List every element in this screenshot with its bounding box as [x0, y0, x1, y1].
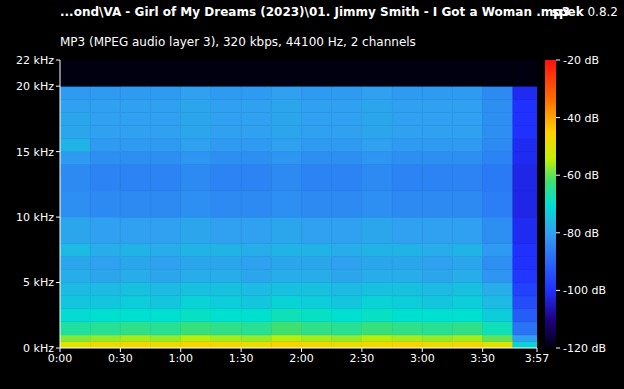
svg-text:22 kHz: 22 kHz: [16, 54, 54, 67]
svg-text:0 kHz: 0 kHz: [23, 342, 54, 355]
svg-text:0:30: 0:30: [108, 352, 133, 365]
svg-text:-60 dB: -60 dB: [563, 169, 599, 182]
svg-text:3:00: 3:00: [410, 352, 435, 365]
svg-text:2:00: 2:00: [289, 352, 314, 365]
svg-text:-100 dB: -100 dB: [563, 284, 606, 297]
svg-text:15 kHz: 15 kHz: [16, 146, 54, 159]
svg-text:1:30: 1:30: [229, 352, 254, 365]
svg-text:20 kHz: 20 kHz: [16, 80, 54, 93]
html-text:spek 0.8.2: spek 0.8.2: [551, 5, 618, 19]
svg-text:-40 dB: -40 dB: [563, 112, 599, 125]
svg-text:-80 dB: -80 dB: [563, 227, 599, 240]
svg-text:3:57: 3:57: [525, 352, 550, 365]
html-text:...ond\VA - Girl of My Dreams: ...ond\VA - Girl of My Dreams (2023)\01.…: [60, 5, 571, 19]
svg-text:3:30: 3:30: [470, 352, 495, 365]
html-text:MP3 (MPEG audio layer 3), 320: MP3 (MPEG audio layer 3), 320 kbps, 4410…: [60, 35, 416, 49]
svg-text:-20 dB: -20 dB: [563, 54, 599, 67]
svg-text:0:00: 0:00: [47, 351, 73, 365]
svg-text:1:00: 1:00: [168, 352, 193, 365]
svg-text:2:30: 2:30: [350, 352, 375, 365]
svg-text:5 kHz: 5 kHz: [23, 276, 54, 289]
svg-text:-120 dB: -120 dB: [563, 342, 606, 355]
svg-text:10 kHz: 10 kHz: [16, 211, 54, 224]
